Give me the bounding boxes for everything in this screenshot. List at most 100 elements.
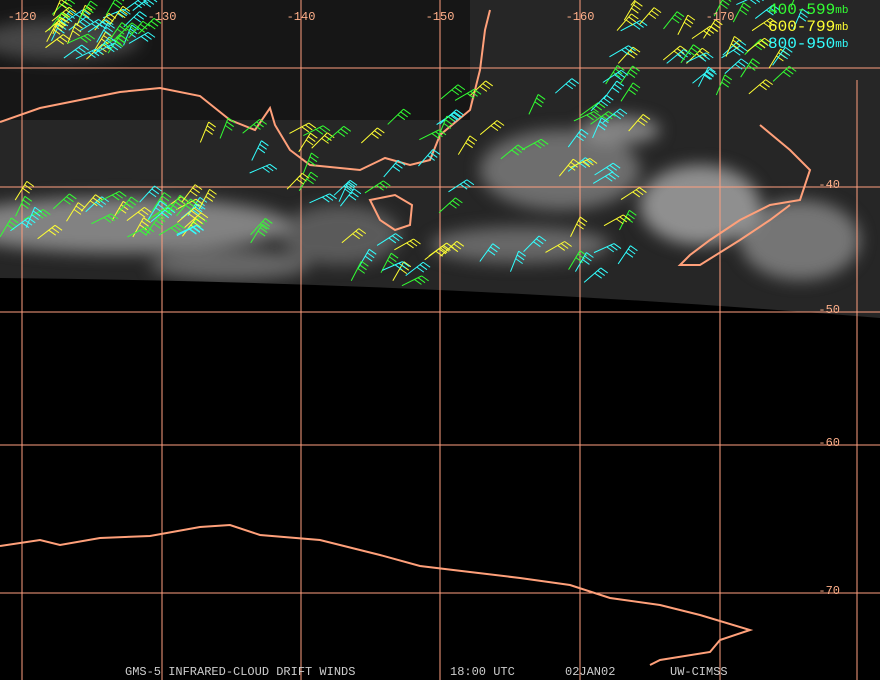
wind-barb-flag xyxy=(319,127,327,133)
wind-barb-flag xyxy=(177,223,186,230)
wind-barb-flag xyxy=(207,192,215,199)
wind-barb-flag xyxy=(581,159,590,166)
wind-barb-flag xyxy=(105,26,113,33)
wind-barb-flag xyxy=(576,223,584,230)
wind-barb-flag xyxy=(190,198,198,205)
wind-barb-flag xyxy=(459,183,468,190)
wind-barb-flag xyxy=(103,42,112,49)
wind-barb-flag xyxy=(496,120,505,126)
longitude-label: -170 xyxy=(706,10,735,24)
latitude-label: -60 xyxy=(818,436,840,450)
wind-barb-flag xyxy=(164,208,172,215)
wind-barb-flag xyxy=(115,192,124,199)
wind-barb-flag xyxy=(441,245,450,252)
wind-barb-flag xyxy=(90,0,98,7)
wind-barb-flag xyxy=(597,102,606,109)
legend-range: 800-950 xyxy=(768,35,835,53)
wind-barb-flag xyxy=(259,227,268,234)
wind-barb xyxy=(619,65,633,85)
wind-barb-flag xyxy=(106,46,115,53)
wind-barb-flag xyxy=(357,267,365,274)
wind-barb-flag xyxy=(262,223,270,230)
wind-barb-flag xyxy=(321,137,329,144)
wind-barb-flag xyxy=(87,33,96,40)
wind-barb-flag xyxy=(413,238,421,245)
wind-barb-flag xyxy=(743,2,751,9)
wind-barb-flag xyxy=(687,14,696,21)
wind-barb-flag xyxy=(747,65,756,71)
wind-barb-flag xyxy=(147,31,156,38)
wind-barb-flag xyxy=(454,86,463,93)
wind-barb-flag xyxy=(199,196,208,203)
wind-barb xyxy=(617,245,631,265)
wind-barb-flag xyxy=(485,80,494,87)
wind-barb-flag xyxy=(95,48,103,55)
wind-barb xyxy=(350,261,362,282)
legend-entry: 600-799mb xyxy=(768,18,848,36)
wind-barb-flag xyxy=(443,123,452,129)
wind-barb-flag xyxy=(376,184,384,191)
wind-barb-flag xyxy=(535,238,544,245)
wind-barb-flag xyxy=(22,199,31,206)
wind-barb-flag xyxy=(128,31,137,38)
wind-barb-flag xyxy=(761,40,769,47)
wind-barb-flag xyxy=(195,218,203,225)
wind-barb-flag xyxy=(68,6,77,13)
wind-barb xyxy=(66,202,79,222)
wind-barb-flag xyxy=(703,74,711,80)
wind-barb-flag xyxy=(640,117,648,123)
wind-barb-flag xyxy=(611,87,620,93)
wind-barb-flag xyxy=(536,97,544,104)
wind-barb-flag xyxy=(84,4,93,11)
wind-barb-flag xyxy=(43,209,51,216)
wind-barb-flag xyxy=(351,191,359,198)
wind-barb-flag xyxy=(586,159,594,166)
wind-barb-flag xyxy=(114,42,122,49)
wind-barb-flag xyxy=(724,74,733,81)
wind-barb-flag xyxy=(95,194,103,201)
wind-barb-flag xyxy=(83,35,92,42)
wind-barb-flag xyxy=(296,178,305,185)
wind-barb-flag xyxy=(368,248,377,255)
wind-barb-flag xyxy=(769,7,777,14)
footer-time: 18:00 UTC xyxy=(450,665,515,679)
wind-barb-flag xyxy=(175,201,183,208)
wind-barb-flag xyxy=(395,162,403,169)
wind-barb-flag xyxy=(449,114,458,121)
wind-barb-flag xyxy=(584,255,592,262)
wind-barb xyxy=(132,0,147,11)
wind-barb-flag xyxy=(142,20,151,27)
wind-barb-flag xyxy=(564,241,572,247)
wind-barb-flag xyxy=(473,88,482,95)
wind-barb-flag xyxy=(95,201,104,208)
wind-barb-flag xyxy=(256,121,264,128)
wind-barb-flag xyxy=(466,179,475,186)
wind-barb-flag xyxy=(755,0,761,3)
wind-barb-flag xyxy=(698,55,707,62)
wind-barb-flag xyxy=(693,44,701,51)
wind-barb xyxy=(457,135,471,155)
wind-barb-flag xyxy=(633,4,641,11)
wind-barb-flag xyxy=(487,249,496,256)
wind-barb-flag xyxy=(680,51,688,58)
wind-barb-flag xyxy=(492,243,500,250)
wind-barb-flag xyxy=(560,243,569,249)
wind-barb-flag xyxy=(567,164,576,171)
wind-barb-flag xyxy=(630,245,638,252)
wind-barb-flag xyxy=(346,184,354,191)
wind-barb-flag xyxy=(589,112,598,119)
wind-barb-flag xyxy=(89,200,98,207)
wind-barb-flag xyxy=(690,47,699,54)
wind-barb-flag xyxy=(329,193,337,200)
wind-barb-flag xyxy=(533,142,542,149)
wind-barb-flag xyxy=(632,46,641,53)
footer-product: GMS-5 INFRARED-CLOUD DRIFT WINDS xyxy=(125,665,355,679)
wind-barb-flag xyxy=(617,72,626,78)
wind-barb-flag xyxy=(262,167,270,173)
wind-barb-flag xyxy=(80,37,88,43)
wind-barb-flag xyxy=(305,139,314,146)
wind-barb-flag xyxy=(648,13,657,20)
wind-barb-flag xyxy=(54,224,63,231)
wind-barb-flag xyxy=(134,2,142,9)
wind-barb-flag xyxy=(91,23,99,30)
